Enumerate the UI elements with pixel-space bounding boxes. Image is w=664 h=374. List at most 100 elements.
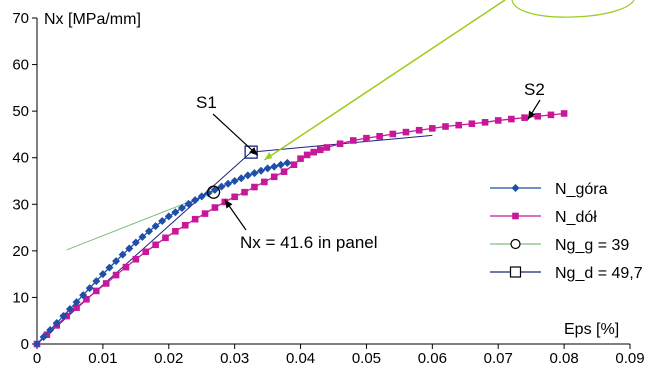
n-dol-point: [303, 151, 311, 159]
n-dol-point: [142, 248, 150, 256]
n-gora-point: [257, 166, 266, 175]
n-dol-point: [389, 130, 397, 138]
y-tick-label: 30: [12, 196, 29, 213]
n-dol-point: [43, 331, 51, 338]
n-dol-point: [112, 271, 120, 279]
n-gora-point: [105, 263, 114, 272]
n-dol-point: [310, 148, 318, 156]
tangent-line: [36, 151, 252, 345]
series-layer: [33, 110, 568, 348]
n-dol-point: [297, 155, 304, 162]
label-nx: Nx = 41.6 in panel: [240, 233, 378, 252]
n-dol-point: [73, 304, 80, 311]
x-tick-label: 0.05: [352, 350, 381, 367]
n-gora-point: [164, 212, 173, 221]
n-gora-point: [191, 196, 200, 205]
axes: 0 0.01 0.02 0.03 0.04 0.05 0.06 0.07 0.08 0.09 0 10…: [12, 10, 644, 367]
green-ellipse-arc: [511, 0, 635, 18]
n-dol-point: [181, 221, 189, 229]
n-gora-point: [72, 298, 81, 307]
n-dol-point: [241, 188, 248, 196]
n-dol-point: [402, 128, 410, 136]
n-gora-point: [250, 169, 259, 178]
n-gora-point: [184, 199, 193, 208]
x-tick-label: 0.03: [220, 350, 249, 367]
y-axis-title: Nx [MPa/mm]: [44, 11, 141, 28]
n-dol-point: [442, 123, 449, 130]
legend-marker: [509, 266, 522, 278]
n-dol-point: [122, 263, 130, 271]
n-dol-point: [251, 183, 258, 191]
n-gora-point: [224, 179, 233, 188]
n-gora-point: [98, 270, 107, 279]
x-tick-label: 0.02: [154, 350, 183, 367]
n-dol-point: [102, 280, 110, 287]
arrow-s1-shaft: [212, 113, 259, 156]
n-dol-point: [221, 198, 229, 206]
y-tick-label: 0: [21, 336, 29, 353]
n-dol-point: [481, 119, 489, 126]
n-gora-point: [177, 204, 186, 213]
n-gora-point: [85, 284, 94, 293]
legend-label: N_dół: [555, 209, 597, 226]
y-tick-label: 60: [12, 57, 29, 74]
y-tick-label: 70: [12, 10, 29, 27]
legend: N_góra N_dół Ng_g = 39 Ng_d = 49,7: [490, 181, 643, 282]
n-dol-point: [363, 134, 370, 142]
n-gora-point: [92, 277, 101, 286]
n-dol-point: [317, 146, 324, 154]
n-dol-point: [415, 126, 423, 134]
n-gora-point: [145, 227, 154, 236]
n-gora-point: [33, 340, 41, 348]
n-gora-point: [118, 250, 127, 259]
y-tick-label: 20: [12, 243, 29, 260]
n-dol-point: [468, 120, 476, 128]
y-tick-label: 40: [12, 150, 29, 167]
x-tick-label: 0.09: [615, 350, 644, 367]
annotations: S1 S2 Nx = 41.6 in panel: [196, 80, 545, 252]
n-gora-point: [263, 164, 272, 173]
n-gora-point: [112, 257, 121, 266]
n-gora-point: [138, 232, 147, 241]
ng-g-marker: [206, 185, 221, 199]
guide-lines: [36, 0, 635, 345]
arrow-nx-head: [224, 199, 233, 209]
n-dol-point: [93, 287, 100, 295]
n-gora-point: [171, 208, 180, 217]
n-dol-point: [132, 255, 140, 263]
arrow-s1-head: [249, 147, 258, 156]
n-gora-point: [131, 238, 140, 247]
n-gora-point: [217, 182, 226, 191]
green-arrow-shaft: [263, 0, 506, 161]
label-s2: S2: [524, 80, 545, 99]
n-dol-point: [290, 161, 298, 168]
n-dol-point: [83, 295, 90, 303]
n-gora-point: [230, 177, 239, 185]
n-gora-point: [158, 217, 167, 226]
n-gora-point: [276, 160, 285, 169]
x-tick-label: 0.04: [286, 350, 315, 367]
n-gora-point: [65, 305, 74, 314]
n-dol-point: [270, 173, 278, 181]
n-dol-point: [336, 140, 344, 148]
x-tick-label: 0.07: [484, 350, 513, 367]
n-dol-point: [191, 215, 199, 223]
legend-label: Ng_g = 39: [555, 237, 629, 254]
n-dol-point: [547, 111, 555, 119]
n-dol-point: [231, 193, 238, 201]
n-gora-point: [151, 222, 160, 231]
x-axis-title: Eps [%]: [564, 321, 619, 338]
n-dol-point: [376, 132, 383, 140]
legend-marker: [512, 212, 519, 220]
n-dol-point: [323, 144, 331, 151]
x-tick-label: 0.08: [550, 350, 579, 367]
x-tick-label: 0.06: [418, 350, 447, 367]
ng-d-marker: [244, 145, 258, 159]
n-gora-point: [283, 158, 292, 167]
n-gora-point: [125, 244, 134, 253]
n-dol-point: [162, 234, 169, 242]
arrow-s2-head: [527, 110, 536, 120]
legend-label: N_góra: [555, 181, 608, 198]
n-dol-point: [261, 178, 268, 186]
